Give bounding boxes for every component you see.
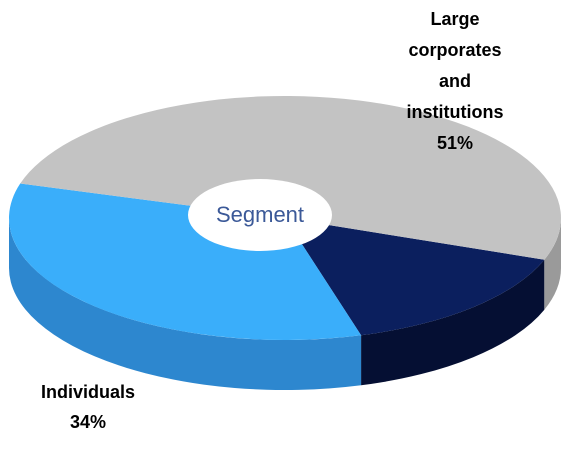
slice-side [361,259,545,386]
value-label: 34% [70,412,106,432]
value-label: 51% [437,133,473,153]
slice [285,218,545,336]
slice-label-line: corporates [408,40,501,60]
slice-label-line: Large [430,9,479,29]
slice-label: Large corporates and institutions [407,9,504,122]
slice-side [544,218,561,310]
center-label: Segment [216,202,304,227]
slice-side [9,218,362,390]
labels: Large corporates and institutions 51% Individ… [41,9,504,432]
slice-label-line: and [439,71,471,91]
slice [20,95,562,260]
pie-sides [9,218,561,390]
center-badge [188,179,332,251]
slice-label-line: institutions [407,102,504,122]
slice-label: Individuals [41,382,135,402]
